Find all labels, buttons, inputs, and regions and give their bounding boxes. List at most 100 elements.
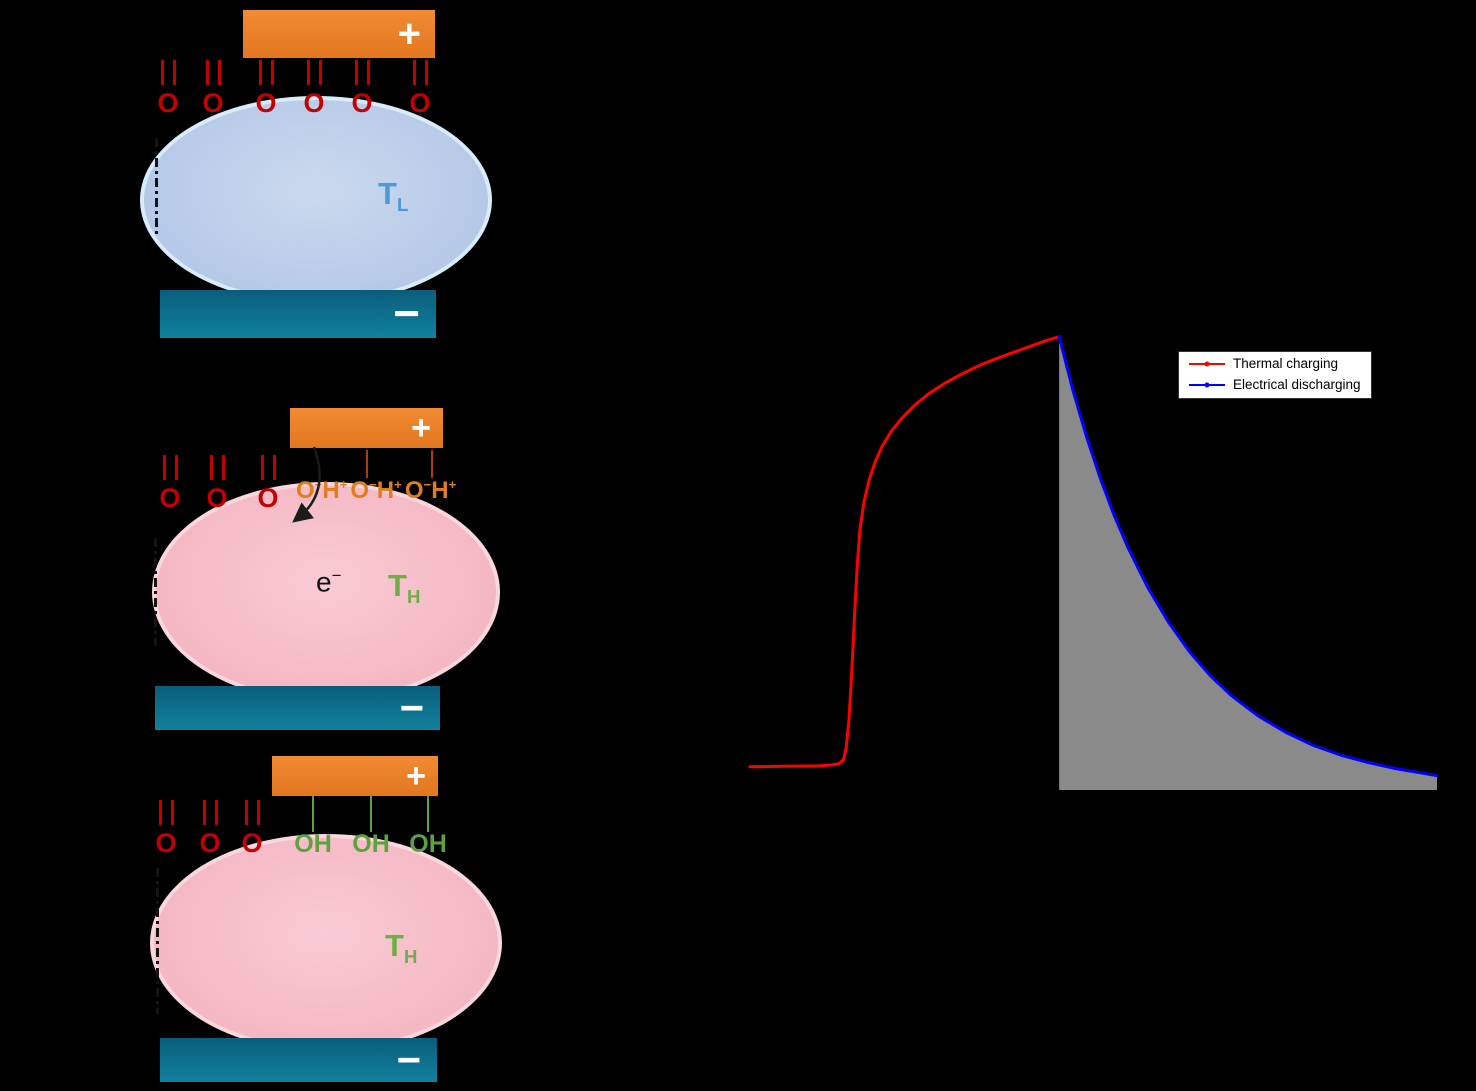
carbonyl-group: O <box>299 60 329 117</box>
carbonyl-group: O <box>155 455 185 512</box>
boundary-dash-dot-line <box>154 538 157 646</box>
single-bond-icon <box>366 450 368 478</box>
hydroxyl-label: OH <box>352 830 390 858</box>
single-bond-icon <box>427 796 429 832</box>
positive-electrode-panel1: + <box>243 10 435 58</box>
double-bond-icon <box>258 60 274 85</box>
legend-entry-electrical-discharging: Electrical discharging <box>1189 376 1361 393</box>
boundary-dash-dot-line <box>156 868 159 1014</box>
carbonyl-group: O <box>251 60 281 117</box>
legend-marker-dot <box>1204 382 1210 388</box>
chart-legend: Thermal charging Electrical discharging <box>1178 351 1372 399</box>
oxygen-atom-label: O <box>241 828 263 858</box>
legend-entry-thermal-charging: Thermal charging <box>1189 356 1361 372</box>
deprotonated-oh-group: O−H+ <box>350 478 401 503</box>
carbonyl-group: O <box>198 60 228 117</box>
dep-plus: + <box>339 477 348 492</box>
oxygen-atom-label: O <box>199 828 221 858</box>
dep-o: O <box>404 477 424 504</box>
temp-symbol: T <box>385 928 404 963</box>
plus-sign-panel1: + <box>397 12 421 56</box>
temperature-label-hot-charging: TH <box>388 570 420 607</box>
oxygen-atom-label: O <box>157 88 179 118</box>
electron-symbol: e <box>316 566 332 598</box>
double-bond-icon <box>209 455 225 480</box>
double-bond-icon <box>306 60 322 85</box>
legend-line-sample-blue <box>1189 382 1225 388</box>
double-bond-icon <box>158 800 174 825</box>
legend-marker-dot <box>1204 361 1210 367</box>
dep-h: H <box>431 477 449 504</box>
minus-sign-panel3: − <box>396 1036 421 1084</box>
positive-electrode-panel3: + <box>272 756 438 796</box>
arrow-path <box>292 446 321 523</box>
oxygen-atom-label: O <box>155 828 177 858</box>
legend-label: Thermal charging <box>1233 356 1339 371</box>
boundary-dash-dot-line <box>155 138 158 238</box>
single-bond-icon <box>431 450 433 478</box>
negative-electrode-panel1: − <box>160 290 436 338</box>
oxygen-atom-label: O <box>257 483 279 513</box>
negative-electrode-panel3: − <box>160 1038 437 1082</box>
temp-subscript: H <box>406 586 421 608</box>
electron-transfer-arrow <box>292 446 321 523</box>
deprotonated-groups-row: O−H+ O−H+ O−H+ <box>296 478 456 503</box>
temp-symbol: T <box>388 568 407 603</box>
double-bond-icon <box>354 60 370 85</box>
discharge-energy-area <box>1059 336 1437 790</box>
legend-label: Electrical discharging <box>1233 376 1361 392</box>
dep-h: H <box>376 477 395 504</box>
carbonyl-group: O <box>195 800 225 857</box>
temp-subscript: L <box>396 194 409 216</box>
dep-o: O <box>350 477 370 504</box>
carbonyl-group: O <box>202 455 232 512</box>
double-bond-icon <box>260 455 276 480</box>
carbonyl-group: O <box>405 60 435 117</box>
carbonyl-group: O <box>153 60 183 117</box>
single-bond-icon <box>370 796 372 832</box>
oxygen-atom-label: O <box>159 483 181 513</box>
single-bond-icon <box>312 796 314 832</box>
dep-minus: − <box>369 477 377 492</box>
oxygen-atom-label: O <box>351 88 373 118</box>
dep-plus: + <box>448 477 457 492</box>
electron-label: e− <box>316 566 342 598</box>
double-bond-icon <box>244 800 260 825</box>
double-bond-icon <box>412 60 428 85</box>
dep-plus: + <box>394 477 402 492</box>
hydroxyl-label: OH <box>294 830 332 858</box>
hot-droplet-charging <box>152 482 500 702</box>
dep-o: O <box>296 477 315 504</box>
temperature-label-cold: TL <box>378 178 408 215</box>
electron-superscript: − <box>331 566 342 585</box>
dep-minus: − <box>423 477 432 492</box>
carbonyl-group: O <box>253 455 283 512</box>
dep-h: H <box>322 477 340 504</box>
cold-droplet <box>140 96 492 304</box>
double-bond-icon <box>162 455 178 480</box>
temp-subscript: H <box>403 946 418 968</box>
oxygen-atom-label: O <box>206 483 228 513</box>
plus-sign-panel2: + <box>411 409 431 447</box>
double-bond-icon <box>205 60 221 85</box>
minus-sign-panel2: − <box>399 684 424 732</box>
double-bond-icon <box>160 60 176 85</box>
thermal-charging-curve <box>748 335 1061 769</box>
oxygen-atom-label: O <box>303 88 325 118</box>
negative-electrode-panel2: − <box>155 686 440 730</box>
deprotonated-oh-group: O−H+ <box>405 478 456 503</box>
legend-line-sample-red <box>1189 361 1225 367</box>
double-bond-icon <box>202 800 218 825</box>
oxygen-atom-label: O <box>409 88 431 118</box>
oxygen-atom-label: O <box>255 88 277 118</box>
hydroxyl-label: OH <box>409 830 447 858</box>
temperature-label-hot-discharged: TH <box>385 930 417 967</box>
plus-sign-panel3: + <box>406 757 426 795</box>
carbonyl-group: O <box>347 60 377 117</box>
hot-droplet-discharged <box>150 834 502 1052</box>
electrical-discharging-curve <box>1057 335 1439 778</box>
carbonyl-group: O <box>237 800 267 857</box>
voltage-time-chart <box>748 335 1439 790</box>
carbonyl-group: O <box>151 800 181 857</box>
